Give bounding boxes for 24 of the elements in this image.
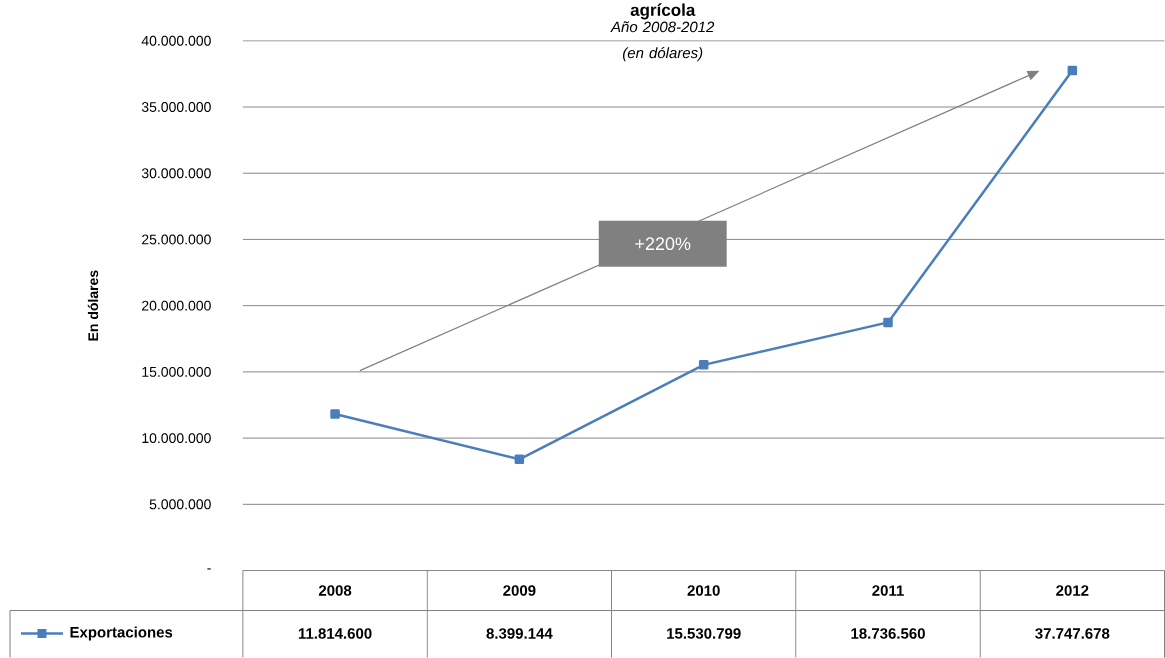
x-tick-label: 2009 (503, 585, 536, 596)
y-tick-label: 20.000.000 (142, 300, 211, 311)
y-axis-title: En dólares (87, 270, 99, 341)
y-tick-label: 25.000.000 (142, 234, 211, 245)
data-label: 18.736.560 (851, 628, 925, 639)
data-label: 8.399.144 (486, 628, 553, 639)
data-label: 37.747.678 (1035, 628, 1110, 639)
x-tick-label: 2010 (687, 585, 720, 596)
x-tick-label: 2008 (318, 585, 352, 596)
x-tick-label: 2012 (1056, 585, 1089, 596)
y-tick-label: 5.000.000 (149, 499, 211, 510)
annotation: +220% (635, 237, 691, 251)
chart-title: agrícola (630, 3, 696, 20)
legend-label: Exportaciones (70, 626, 173, 641)
data-label: 15.530.799 (667, 628, 741, 639)
y-tick-label: 35.000.000 (141, 102, 211, 112)
data-label: 11.814.600 (298, 628, 372, 639)
y-tick-label: 30.000.000 (141, 168, 211, 179)
chart-subtitle: Año 2008-2012 (en dólares) (610, 21, 715, 62)
y-tick-label: 15.000.000 (142, 366, 211, 377)
y-tick-label: 40.000.000 (141, 35, 211, 46)
y-tick-label: 10.000.000 (142, 433, 211, 444)
x-tick-label: 2011 (872, 585, 904, 596)
y-tick-label: - (207, 568, 211, 570)
